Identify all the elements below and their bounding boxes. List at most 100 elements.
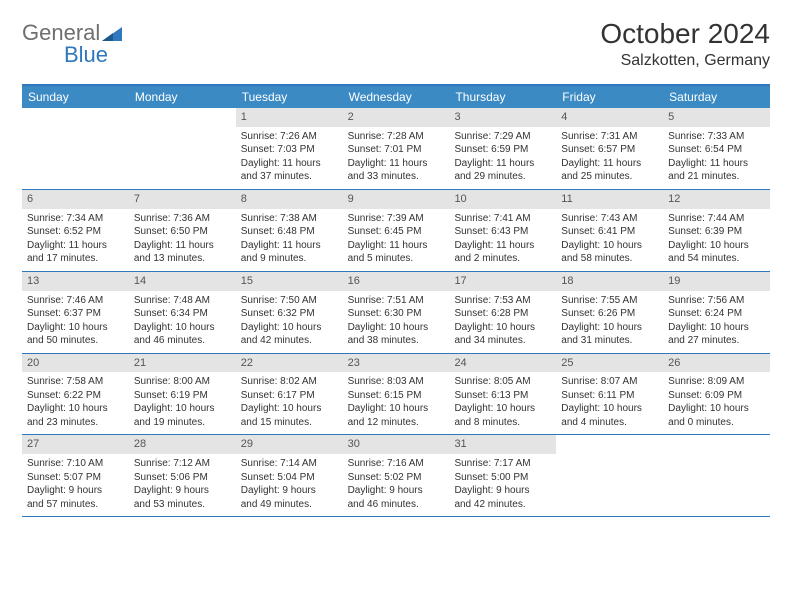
day-cell: 22Sunrise: 8:02 AMSunset: 6:17 PMDayligh…	[236, 354, 343, 435]
dow-tuesday: Tuesday	[236, 86, 343, 108]
day-body: Sunrise: 7:34 AMSunset: 6:52 PMDaylight:…	[22, 209, 129, 271]
day-body: Sunrise: 7:46 AMSunset: 6:37 PMDaylight:…	[22, 291, 129, 353]
day-dl1: Daylight: 10 hours	[454, 402, 551, 416]
logo-triangle-icon	[102, 27, 122, 41]
day-dl2: and 42 minutes.	[241, 334, 338, 348]
day-dl1: Daylight: 10 hours	[348, 402, 445, 416]
day-dl2: and 12 minutes.	[348, 416, 445, 430]
day-sr: Sunrise: 7:46 AM	[27, 294, 124, 308]
day-dl2: and 15 minutes.	[241, 416, 338, 430]
day-cell: 3Sunrise: 7:29 AMSunset: 6:59 PMDaylight…	[449, 108, 556, 189]
day-sr: Sunrise: 7:26 AM	[241, 130, 338, 144]
day-ss: Sunset: 5:06 PM	[134, 471, 231, 485]
day-ss: Sunset: 6:45 PM	[348, 225, 445, 239]
day-dl1: Daylight: 10 hours	[348, 321, 445, 335]
logo-text-blue: Blue	[64, 42, 108, 67]
day-body: Sunrise: 8:00 AMSunset: 6:19 PMDaylight:…	[129, 372, 236, 434]
day-number: 4	[556, 108, 663, 127]
day-body: Sunrise: 7:43 AMSunset: 6:41 PMDaylight:…	[556, 209, 663, 271]
day-cell	[663, 435, 770, 516]
day-cell: 19Sunrise: 7:56 AMSunset: 6:24 PMDayligh…	[663, 272, 770, 353]
calendar: Sunday Monday Tuesday Wednesday Thursday…	[22, 84, 770, 517]
day-sr: Sunrise: 7:28 AM	[348, 130, 445, 144]
day-dl1: Daylight: 9 hours	[241, 484, 338, 498]
day-sr: Sunrise: 7:53 AM	[454, 294, 551, 308]
day-dl2: and 34 minutes.	[454, 334, 551, 348]
day-number: 8	[236, 190, 343, 209]
day-dl2: and 25 minutes.	[561, 170, 658, 184]
day-sr: Sunrise: 7:34 AM	[27, 212, 124, 226]
dow-wednesday: Wednesday	[343, 86, 450, 108]
day-ss: Sunset: 6:17 PM	[241, 389, 338, 403]
weeks-container: 1Sunrise: 7:26 AMSunset: 7:03 PMDaylight…	[22, 108, 770, 517]
day-dl1: Daylight: 9 hours	[348, 484, 445, 498]
day-dl1: Daylight: 9 hours	[27, 484, 124, 498]
day-cell: 11Sunrise: 7:43 AMSunset: 6:41 PMDayligh…	[556, 190, 663, 271]
day-body: Sunrise: 7:38 AMSunset: 6:48 PMDaylight:…	[236, 209, 343, 271]
day-sr: Sunrise: 8:07 AM	[561, 375, 658, 389]
day-dl2: and 27 minutes.	[668, 334, 765, 348]
day-cell: 23Sunrise: 8:03 AMSunset: 6:15 PMDayligh…	[343, 354, 450, 435]
day-number: 11	[556, 190, 663, 209]
day-of-week-header: Sunday Monday Tuesday Wednesday Thursday…	[22, 86, 770, 108]
day-body: Sunrise: 8:03 AMSunset: 6:15 PMDaylight:…	[343, 372, 450, 434]
day-dl2: and 19 minutes.	[134, 416, 231, 430]
day-body: Sunrise: 7:16 AMSunset: 5:02 PMDaylight:…	[343, 454, 450, 516]
day-dl1: Daylight: 10 hours	[561, 321, 658, 335]
day-cell: 25Sunrise: 8:07 AMSunset: 6:11 PMDayligh…	[556, 354, 663, 435]
day-cell: 1Sunrise: 7:26 AMSunset: 7:03 PMDaylight…	[236, 108, 343, 189]
week-row: 13Sunrise: 7:46 AMSunset: 6:37 PMDayligh…	[22, 272, 770, 354]
day-cell: 15Sunrise: 7:50 AMSunset: 6:32 PMDayligh…	[236, 272, 343, 353]
day-dl1: Daylight: 11 hours	[348, 239, 445, 253]
day-dl2: and 46 minutes.	[348, 498, 445, 512]
day-sr: Sunrise: 7:36 AM	[134, 212, 231, 226]
day-number: 6	[22, 190, 129, 209]
day-dl1: Daylight: 11 hours	[27, 239, 124, 253]
day-cell: 20Sunrise: 7:58 AMSunset: 6:22 PMDayligh…	[22, 354, 129, 435]
day-sr: Sunrise: 7:31 AM	[561, 130, 658, 144]
day-dl2: and 37 minutes.	[241, 170, 338, 184]
day-body: Sunrise: 7:17 AMSunset: 5:00 PMDaylight:…	[449, 454, 556, 516]
day-ss: Sunset: 7:03 PM	[241, 143, 338, 157]
day-sr: Sunrise: 7:39 AM	[348, 212, 445, 226]
day-dl1: Daylight: 11 hours	[348, 157, 445, 171]
day-dl2: and 5 minutes.	[348, 252, 445, 266]
day-dl2: and 46 minutes.	[134, 334, 231, 348]
day-dl2: and 0 minutes.	[668, 416, 765, 430]
day-number: 3	[449, 108, 556, 127]
day-sr: Sunrise: 8:09 AM	[668, 375, 765, 389]
day-dl1: Daylight: 11 hours	[561, 157, 658, 171]
day-cell: 31Sunrise: 7:17 AMSunset: 5:00 PMDayligh…	[449, 435, 556, 516]
day-number: 9	[343, 190, 450, 209]
day-dl2: and 57 minutes.	[27, 498, 124, 512]
day-ss: Sunset: 6:41 PM	[561, 225, 658, 239]
day-sr: Sunrise: 7:12 AM	[134, 457, 231, 471]
day-body: Sunrise: 7:48 AMSunset: 6:34 PMDaylight:…	[129, 291, 236, 353]
day-body: Sunrise: 7:44 AMSunset: 6:39 PMDaylight:…	[663, 209, 770, 271]
day-dl2: and 33 minutes.	[348, 170, 445, 184]
day-number: 7	[129, 190, 236, 209]
day-cell: 16Sunrise: 7:51 AMSunset: 6:30 PMDayligh…	[343, 272, 450, 353]
week-row: 27Sunrise: 7:10 AMSunset: 5:07 PMDayligh…	[22, 435, 770, 517]
day-cell: 24Sunrise: 8:05 AMSunset: 6:13 PMDayligh…	[449, 354, 556, 435]
logo: GeneralBlue	[22, 22, 122, 66]
day-body: Sunrise: 7:12 AMSunset: 5:06 PMDaylight:…	[129, 454, 236, 516]
day-sr: Sunrise: 7:58 AM	[27, 375, 124, 389]
day-number: 12	[663, 190, 770, 209]
week-row: 6Sunrise: 7:34 AMSunset: 6:52 PMDaylight…	[22, 190, 770, 272]
day-dl1: Daylight: 11 hours	[241, 239, 338, 253]
day-dl2: and 23 minutes.	[27, 416, 124, 430]
day-dl1: Daylight: 10 hours	[134, 321, 231, 335]
day-number: 5	[663, 108, 770, 127]
day-dl2: and 50 minutes.	[27, 334, 124, 348]
day-ss: Sunset: 5:04 PM	[241, 471, 338, 485]
day-sr: Sunrise: 7:44 AM	[668, 212, 765, 226]
day-sr: Sunrise: 8:00 AM	[134, 375, 231, 389]
day-number: 17	[449, 272, 556, 291]
day-body: Sunrise: 8:02 AMSunset: 6:17 PMDaylight:…	[236, 372, 343, 434]
day-dl2: and 13 minutes.	[134, 252, 231, 266]
day-dl1: Daylight: 9 hours	[454, 484, 551, 498]
day-sr: Sunrise: 7:48 AM	[134, 294, 231, 308]
day-dl2: and 58 minutes.	[561, 252, 658, 266]
day-sr: Sunrise: 7:41 AM	[454, 212, 551, 226]
